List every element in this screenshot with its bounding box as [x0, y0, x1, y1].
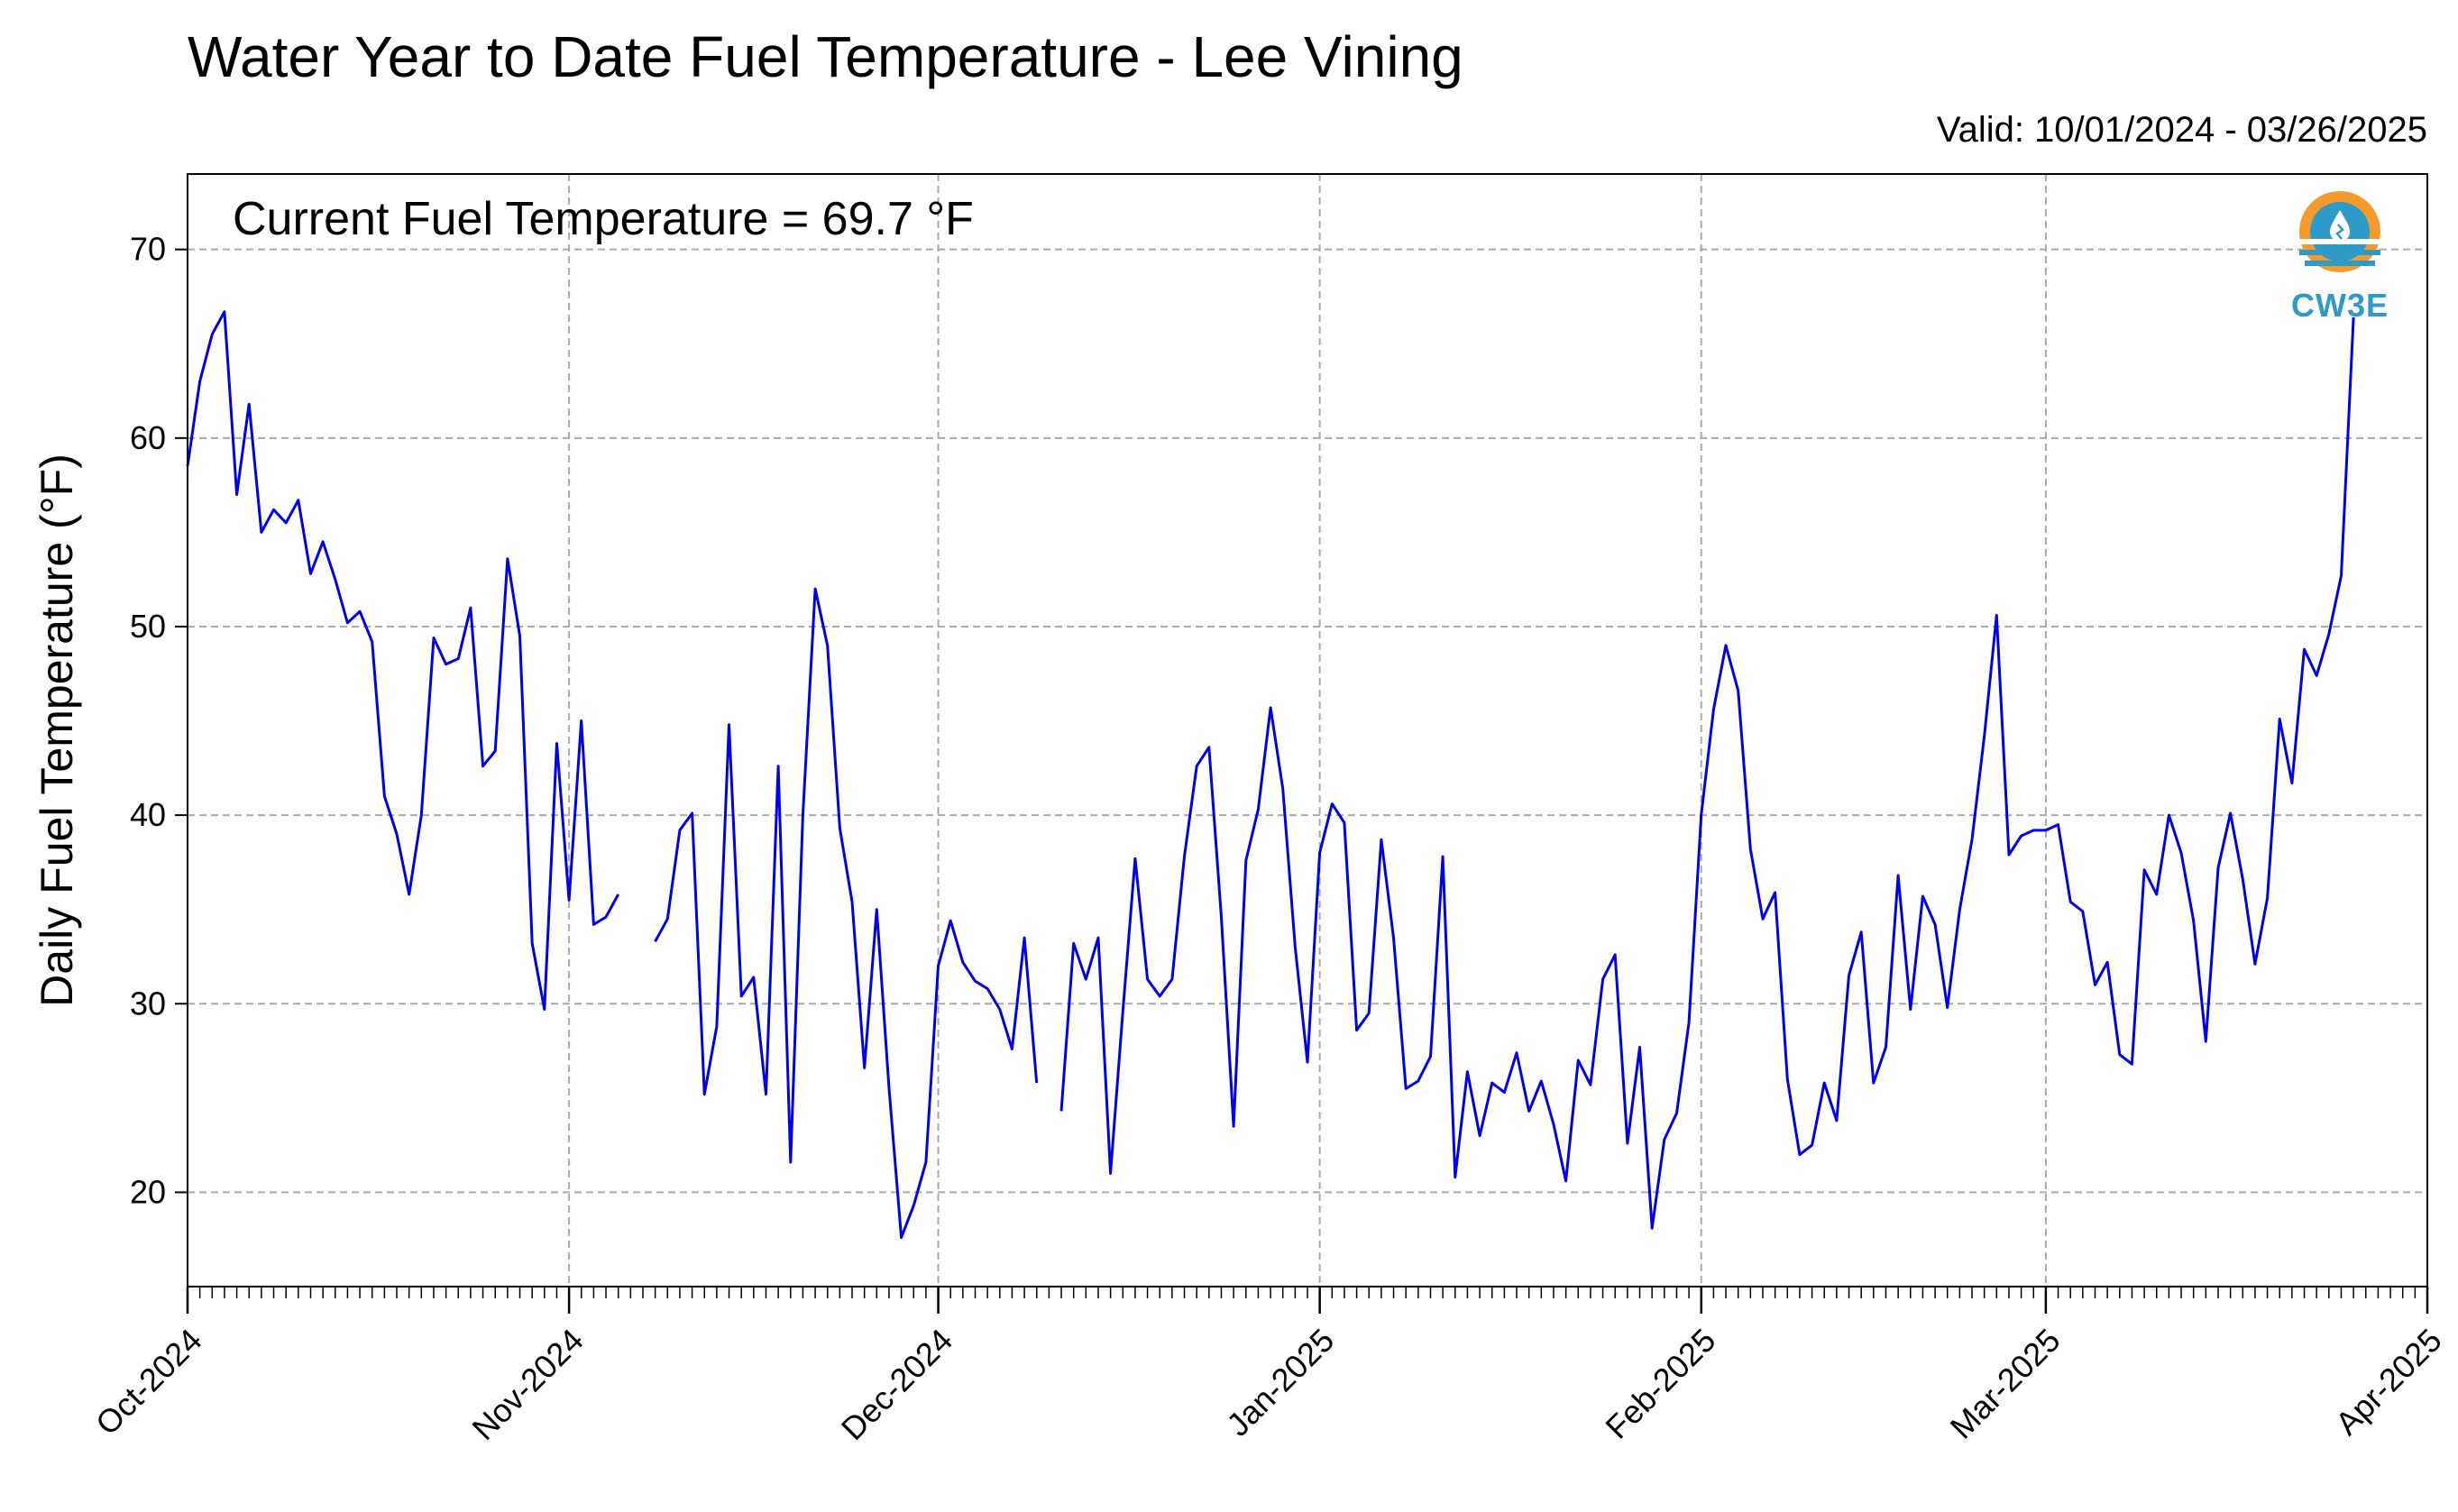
data-series: [186, 310, 2355, 1240]
x-tick-label: Nov-2024: [464, 1322, 590, 1447]
y-tick-label: 70: [130, 231, 166, 268]
series-line-segment: [186, 310, 620, 1011]
current-fuel-temperature-annotation: Current Fuel Temperature = 69.7 °F: [233, 193, 974, 245]
y-tick-label: 50: [130, 608, 166, 645]
grid-lines: [188, 174, 2427, 1287]
x-tick-label: Jan-2025: [1219, 1322, 1341, 1443]
y-tick-label: 40: [130, 796, 166, 833]
cw3e-logo-icon: [2297, 191, 2382, 272]
x-tick-label: Apr-2025: [2328, 1322, 2449, 1443]
cw3e-logo-text: CW3E: [2290, 287, 2389, 324]
x-tick-label: Oct-2024: [88, 1322, 209, 1443]
y-axis-label: Daily Fuel Temperature (°F): [32, 454, 82, 1007]
series-line-segment: [1059, 316, 2355, 1230]
series-line-segment: [654, 587, 1039, 1240]
x-tick-label: Feb-2025: [1598, 1322, 1722, 1446]
axis-ticks: 20 30 40 50 60 70 Oct-2024 Nov-2024 Dec-2024 Jan-…: [88, 231, 2449, 1447]
x-tick-label: Dec-2024: [834, 1322, 959, 1447]
y-tick-label: 20: [130, 1173, 166, 1210]
x-tick-label: Mar-2025: [1943, 1322, 2068, 1446]
valid-date-range: Valid: 10/01/2024 - 03/26/2025: [1936, 110, 2427, 150]
y-tick-label: 60: [130, 419, 166, 456]
chart-title: Water Year to Date Fuel Temperature - Le…: [188, 24, 1463, 89]
y-tick-label: 30: [130, 985, 166, 1022]
